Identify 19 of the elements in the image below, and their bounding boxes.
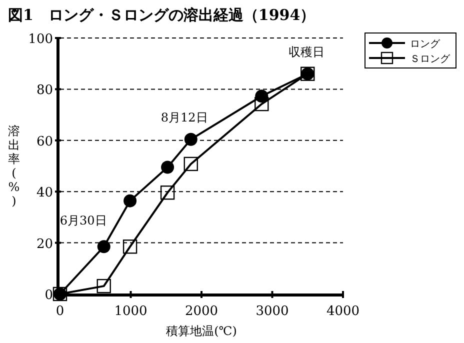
chart-title: 図1 ロング・Ｓロングの溶出経過（1994） xyxy=(8,6,316,24)
x-axis-title: 積算地温(℃) xyxy=(166,324,237,338)
y-tick-label: 80 xyxy=(36,83,53,98)
y-tick-label: 20 xyxy=(36,236,53,252)
annotation: 8月12日 xyxy=(160,110,208,124)
y-tick-label: 40 xyxy=(36,186,53,201)
x-tick-label: 2000 xyxy=(184,304,218,319)
x-tick-label: 0 xyxy=(56,304,64,319)
legend-label: Ｓロング xyxy=(410,54,451,65)
x-tick-label: 1000 xyxy=(114,304,148,319)
legend-label: ロング xyxy=(410,39,441,50)
y-tick-label: 100 xyxy=(28,32,53,47)
annotation: 収穫日 xyxy=(288,44,325,59)
y-tick-label: 0 xyxy=(44,288,53,303)
annotation: 6月30日 xyxy=(60,214,107,228)
x-tick-label: 4000 xyxy=(326,304,360,319)
y-axis-title: 溶出率(%) xyxy=(8,124,20,208)
y-tick-label: 60 xyxy=(36,134,53,150)
x-tick-label: 3000 xyxy=(256,304,289,319)
